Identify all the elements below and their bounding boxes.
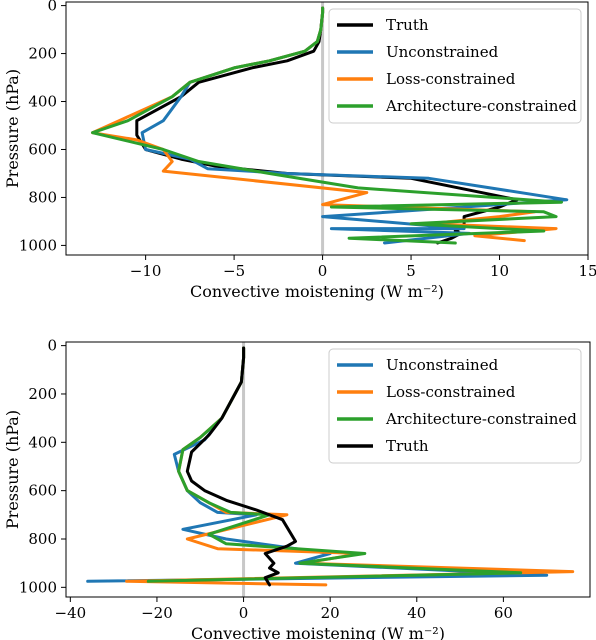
y-tick-label: 1000 bbox=[19, 236, 57, 254]
y-tick-label: 0 bbox=[47, 0, 57, 15]
plot-frame bbox=[65, 1, 589, 256]
y-axis-label: Pressure (hPa) bbox=[3, 69, 22, 188]
y-tick-label: 0 bbox=[47, 337, 57, 355]
y-tick-label: 800 bbox=[28, 530, 57, 548]
x-tick-label: 0 bbox=[318, 262, 328, 280]
x-tick-label: 15 bbox=[578, 262, 596, 280]
y-tick-label: 600 bbox=[28, 140, 57, 158]
legend-label-loss-constrained: Loss-constrained bbox=[386, 70, 516, 88]
x-tick-label: 0 bbox=[239, 604, 249, 622]
y-tick-label: 400 bbox=[28, 433, 57, 451]
y-axis-label: Pressure (hPa) bbox=[3, 410, 22, 529]
legend-box bbox=[328, 348, 582, 464]
legend-label-loss-constrained: Loss-constrained bbox=[386, 383, 516, 401]
legend-label-truth: Truth bbox=[386, 437, 429, 455]
x-tick-label: −5 bbox=[223, 262, 245, 280]
y-tick-label: 200 bbox=[28, 385, 57, 403]
legend-label-unconstrained: Unconstrained bbox=[386, 356, 499, 374]
x-axis-label: Convective moistening (W m⁻²) bbox=[191, 624, 445, 640]
legend-label-unconstrained: Unconstrained bbox=[386, 43, 499, 61]
top-chart-panel: −10 −5 0 5 10 15 0 200 400 600 800 1000 Convective m… bbox=[3, 0, 596, 301]
series-line-architecture-constrained bbox=[91, 6, 563, 245]
y-tick-label: 600 bbox=[28, 482, 57, 500]
y-tick-label: 400 bbox=[28, 93, 57, 111]
x-tick-label: −10 bbox=[130, 262, 162, 280]
x-tick-label: −20 bbox=[141, 604, 173, 622]
x-tick-label: 20 bbox=[321, 604, 340, 622]
x-axis-label: Convective moistening (W m⁻²) bbox=[190, 282, 444, 301]
series-line-truth bbox=[185, 346, 297, 587]
legend-label-architecture-constrained: Architecture-constrained bbox=[385, 410, 577, 428]
x-tick-label: 60 bbox=[494, 604, 513, 622]
x-tick-label: 5 bbox=[406, 262, 416, 280]
x-tick-label: 10 bbox=[490, 262, 509, 280]
x-tick-label: −40 bbox=[55, 604, 87, 622]
y-tick-label: 1000 bbox=[19, 578, 57, 596]
bottom-chart-panel: −40 −20 0 20 40 6002004006008001000Convective… bbox=[3, 337, 591, 640]
legend-label-truth: Truth bbox=[386, 16, 429, 34]
y-tick-label: 200 bbox=[28, 45, 57, 63]
legend-box bbox=[328, 8, 582, 124]
y-tick-label: 800 bbox=[28, 188, 57, 206]
legend-label-architecture-constrained: Architecture-constrained bbox=[385, 97, 577, 115]
plot-frame bbox=[65, 341, 591, 598]
x-tick-label: 40 bbox=[407, 604, 426, 622]
